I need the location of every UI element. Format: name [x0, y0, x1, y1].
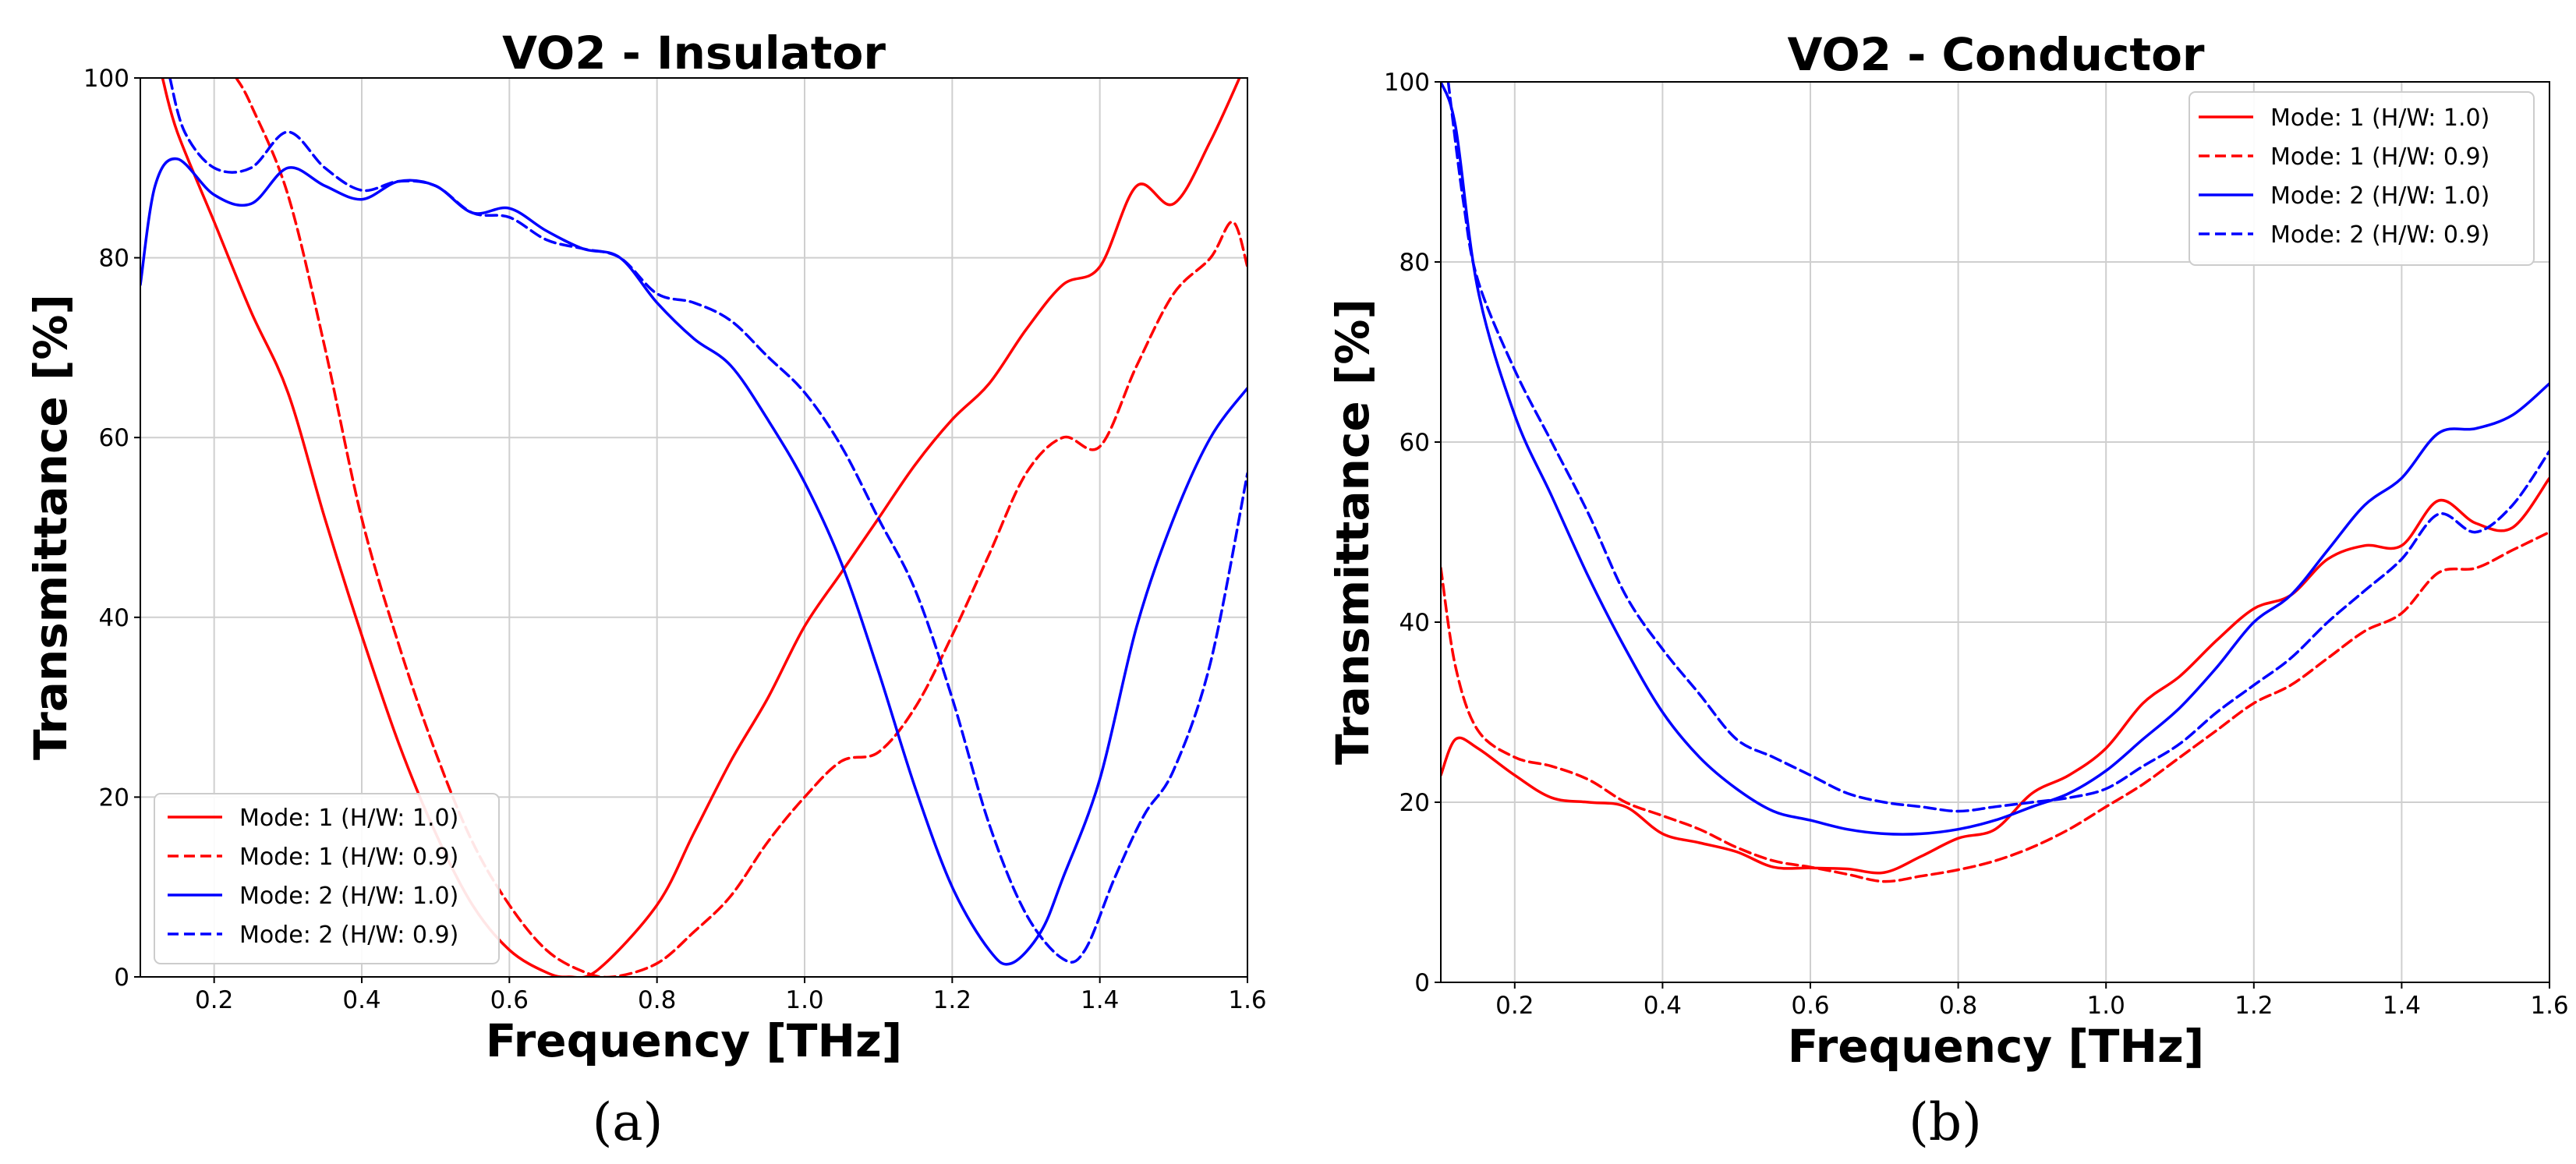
y-tick-label: 80: [99, 245, 129, 273]
plot-area: [1441, 82, 2549, 883]
series-line-2: [1441, 530, 2549, 883]
legend-box: [154, 793, 500, 964]
axes-frame: [1440, 81, 2550, 983]
y-tick-label: 100: [83, 65, 129, 93]
legend: Mode: 1 (H/W: 1.0) Mode: 1 (H/W: 0.9) Mo…: [2189, 91, 2535, 266]
x-axis-label: Frequency [THz]: [1788, 1020, 2205, 1073]
legend-label: Mode: 2 (H/W: 0.9): [239, 922, 458, 949]
y-axis-label: Transmittance [%]: [24, 294, 77, 760]
y-tick-label: 20: [99, 784, 129, 812]
x-tick-label: 1.0: [785, 986, 823, 1014]
y-tick-label: 60: [99, 424, 129, 452]
panel-caption: (b): [1909, 1092, 1982, 1152]
x-tick-label: 0.6: [1791, 992, 1829, 1020]
legend-label: Mode: 2 (H/W: 1.0): [239, 883, 458, 910]
x-axis-label: Frequency [THz]: [486, 1014, 903, 1067]
legend-label: Mode: 1 (H/W: 0.9): [2270, 143, 2489, 171]
x-tick-label: 0.8: [638, 986, 676, 1014]
x-tick-label: 1.4: [2383, 992, 2421, 1020]
x-tick-label: 1.2: [933, 986, 971, 1014]
chart-title: VO2 - Conductor: [1787, 28, 2204, 81]
chart-panel-conductor: VO2 - Conductor 0.2 0.4 0.6 0.8 1.0 1.2 1.4 1.6…: [1326, 28, 2569, 1152]
legend-label: Mode: 1 (H/W: 1.0): [2270, 104, 2489, 132]
x-tick-label: 1.0: [2087, 992, 2125, 1020]
axes-frame: [140, 77, 1248, 978]
panel-caption: (a): [593, 1092, 663, 1152]
y-tick-label: 40: [1399, 609, 1430, 637]
chart-title: VO2 - Insulator: [502, 27, 886, 80]
legend-label: Mode: 1 (H/W: 1.0): [239, 805, 458, 832]
plot-area: [140, 78, 1247, 977]
y-axis-label: Transmittance [%]: [1326, 299, 1379, 765]
y-tick-label: 40: [99, 604, 129, 632]
legend: Mode: 1 (H/W: 1.0) Mode: 1 (H/W: 0.9) Mo…: [154, 793, 500, 964]
legend-label: Mode: 2 (H/W: 1.0): [2270, 182, 2489, 210]
x-tick-label: 1.6: [1228, 986, 1266, 1014]
y-tick-label: 60: [1399, 429, 1430, 457]
x-tick-label: 0.4: [342, 986, 380, 1014]
x-tick-label: 1.6: [2530, 992, 2568, 1020]
legend-label: Mode: 2 (H/W: 0.9): [2270, 221, 2489, 249]
x-tick-label: 1.2: [2235, 992, 2273, 1020]
legend-box: [2189, 91, 2535, 266]
axis-ticks: 0.2 0.4 0.6 0.8 1.0 1.2 1.4 1.6 0 20 40 60 80 100: [83, 65, 1267, 1014]
x-tick-label: 0.2: [195, 986, 233, 1014]
y-tick-label: 20: [1399, 789, 1430, 817]
series-line-1: [1441, 476, 2549, 875]
chart-panel-insulator: VO2 - Insulator 0.2 0.4 0.6 0.8 1.0 1.2 1.4 1.6…: [24, 27, 1267, 1152]
x-tick-label: 0.6: [490, 986, 529, 1014]
x-tick-label: 1.4: [1081, 986, 1119, 1014]
y-tick-label: 0: [114, 964, 129, 992]
axis-ticks: 0.2 0.4 0.6 0.8 1.0 1.2 1.4 1.6 0 20 40 60 80 100: [1384, 69, 2569, 1020]
y-tick-label: 100: [1384, 69, 1430, 97]
series-line-4: [168, 78, 1247, 964]
series-line-3: [1441, 82, 2549, 836]
series-line-2: [235, 78, 1247, 977]
legend-label: Mode: 1 (H/W: 0.9): [239, 844, 458, 871]
series-line-3: [140, 157, 1247, 966]
x-tick-label: 0.2: [1495, 992, 1534, 1020]
series-line-4: [1446, 82, 2549, 813]
x-tick-label: 0.4: [1644, 992, 1682, 1020]
series-line-1: [161, 78, 1241, 977]
x-tick-label: 0.8: [1939, 992, 1977, 1020]
y-tick-label: 80: [1399, 249, 1430, 277]
y-tick-label: 0: [1414, 969, 1430, 997]
